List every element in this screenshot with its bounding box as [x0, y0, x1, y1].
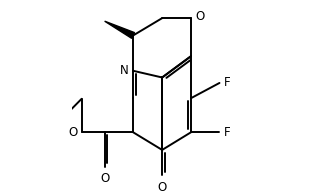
Text: F: F — [224, 126, 230, 139]
Text: O: O — [158, 181, 167, 194]
Text: O: O — [100, 172, 109, 185]
Text: F: F — [224, 76, 230, 90]
Polygon shape — [105, 21, 135, 38]
Text: N: N — [120, 64, 128, 77]
Text: O: O — [68, 126, 78, 139]
Text: O: O — [195, 10, 205, 23]
